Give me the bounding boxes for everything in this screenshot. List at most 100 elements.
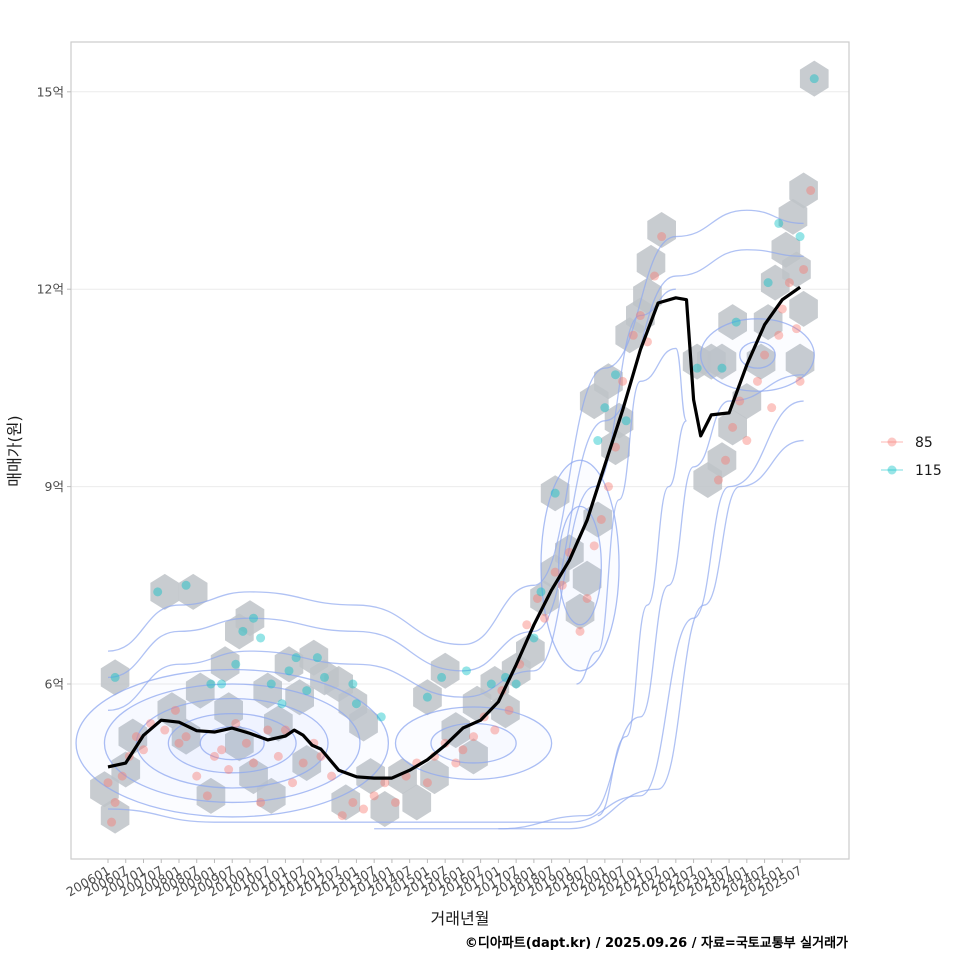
hex-cell [778, 198, 808, 235]
data-point-85 [273, 751, 283, 761]
x-axis-ticks: 2006012006072007012007072008012008072009… [64, 859, 805, 899]
data-point-115 [486, 679, 496, 689]
hex-cell [331, 784, 361, 821]
data-point-115 [511, 679, 521, 689]
contour-line [576, 347, 688, 817]
data-point-115 [763, 278, 773, 288]
data-point-85 [735, 396, 745, 406]
hex-cell [111, 751, 141, 788]
data-point-85 [202, 791, 212, 801]
data-point-85 [795, 376, 805, 386]
data-point-85 [249, 758, 259, 768]
data-point-85 [170, 705, 180, 715]
data-point-85 [752, 376, 762, 386]
hex-cell [732, 383, 762, 420]
y-tick-label: 6억 [45, 677, 64, 692]
data-point-85 [241, 738, 251, 748]
data-point-85 [557, 580, 567, 590]
data-point-85 [224, 765, 234, 775]
data-point-85 [806, 186, 816, 195]
data-point-85 [596, 515, 606, 524]
hex-cell [118, 718, 148, 755]
data-point-115 [153, 587, 163, 597]
data-point-115 [600, 403, 610, 413]
data-point-115 [809, 74, 819, 84]
hex-cell [413, 679, 442, 716]
contour-ellipse [75, 668, 390, 818]
data-point-115 [376, 712, 386, 722]
hex-cell [349, 705, 378, 742]
hex-cell [420, 758, 449, 795]
caption: ©디아파트(dapt.kr) / 2025.09.26 / 자료=국토교통부 실… [465, 935, 848, 951]
hex-cell [292, 745, 322, 781]
contour-ellipse [135, 697, 329, 789]
data-point-85 [777, 304, 787, 314]
data-point-115 [611, 370, 621, 380]
data-point-115 [256, 633, 266, 643]
y-axis-title: 매매가(원) [5, 415, 24, 486]
data-point-85 [380, 778, 390, 788]
data-point-85 [728, 422, 738, 432]
data-point-85 [742, 436, 752, 446]
data-point-85 [628, 330, 638, 340]
data-point-85 [337, 811, 347, 821]
data-point-115 [529, 633, 539, 643]
y-tick-label: 12억 [37, 282, 64, 297]
hex-cell [430, 652, 460, 689]
panel-border [70, 41, 850, 860]
data-point-115 [692, 363, 702, 373]
data-point-85 [582, 593, 592, 603]
hex-cell [356, 758, 385, 795]
contour-ellipse [167, 712, 297, 774]
y-tick-label: 9억 [45, 479, 64, 494]
data-point-115 [550, 488, 560, 498]
data-point-115 [277, 699, 287, 709]
hex-cell [150, 573, 180, 610]
contour-line [107, 288, 676, 711]
data-point-115 [284, 666, 294, 676]
data-point-85 [256, 797, 266, 807]
data-point-115 [291, 653, 301, 663]
hex-cell [516, 633, 545, 670]
data-point-85 [611, 442, 621, 452]
data-point-85 [451, 758, 461, 768]
hex-cell [540, 475, 570, 512]
hex-cell [285, 679, 314, 716]
hex-cell [256, 777, 286, 814]
data-point-85 [774, 330, 784, 340]
data-point-85 [532, 593, 542, 603]
legend: 85 115 [881, 435, 942, 479]
legend-label-85: 85 [915, 435, 933, 451]
data-point-85 [713, 475, 723, 485]
hex-cell [789, 172, 818, 209]
hex-cell [799, 60, 829, 97]
data-point-85 [359, 804, 369, 814]
data-point-115 [422, 692, 432, 702]
data-point-85 [760, 350, 770, 360]
data-point-85 [117, 771, 127, 781]
data-point-115 [266, 679, 276, 689]
data-point-85 [327, 771, 337, 781]
data-point-85 [280, 725, 290, 735]
data-point-85 [160, 725, 170, 735]
contour-ellipse [394, 706, 553, 781]
hex-cell [210, 646, 240, 683]
data-point-115 [351, 699, 361, 709]
hex-cell [707, 442, 737, 479]
data-point-115 [536, 587, 546, 597]
hex-cell [370, 791, 400, 827]
hex-cell [178, 573, 208, 610]
legend-label-115: 115 [915, 463, 942, 479]
data-point-85 [618, 376, 628, 386]
data-point-85 [635, 311, 645, 321]
trend-line [107, 285, 802, 780]
data-point-85 [458, 745, 468, 755]
data-point-85 [110, 797, 120, 807]
data-point-85 [298, 758, 308, 768]
legend-key-point-115 [887, 465, 897, 475]
data-point-85 [504, 705, 514, 715]
data-point-85 [550, 567, 560, 577]
data-point-85 [540, 613, 550, 623]
hex-cell [459, 738, 488, 775]
